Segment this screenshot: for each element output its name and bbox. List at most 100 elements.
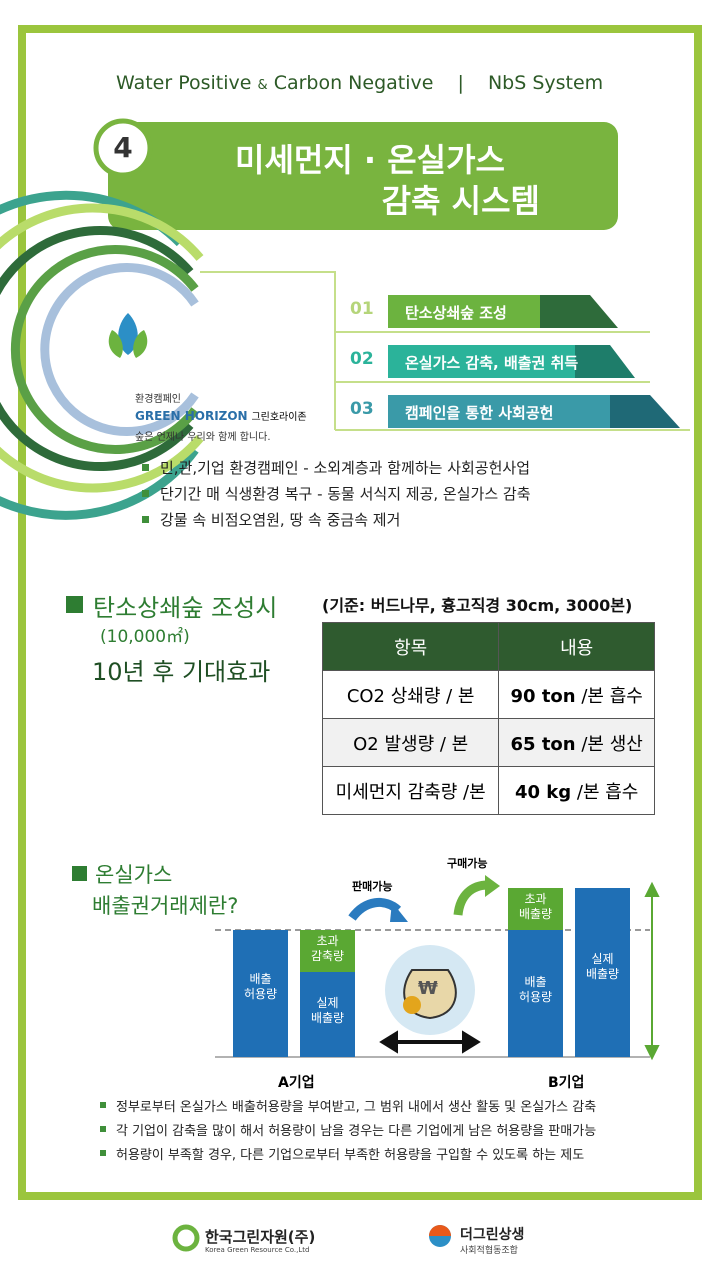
bullet-text: 허용량이 부족할 경우, 다른 기업으로부터 부족한 허용량을 구입할 수 있도… xyxy=(116,1148,585,1163)
step-text: 온실가스 감축, 배출권 취득 xyxy=(405,354,579,372)
cell: 90 ton /본 흡수 xyxy=(498,670,655,719)
row: O2 발생량 / 본 65 ton /본 생산 xyxy=(321,718,655,767)
cell: O2 발생량 / 본 xyxy=(321,718,500,767)
subtitle: 10년 후 기대효과 xyxy=(92,658,271,686)
section-title: 탄소상쇄숲 조성시 xyxy=(93,594,278,622)
step-num: 02 xyxy=(350,349,374,369)
buy-label: 구매가능 xyxy=(447,857,488,870)
header-amp: & xyxy=(257,78,268,93)
unit: /본 흡수 xyxy=(581,685,643,707)
bar xyxy=(575,888,630,1057)
currency: ₩ xyxy=(418,978,438,999)
step-text: 탄소상쇄숲 조성 xyxy=(405,304,507,322)
amount: 90 ton xyxy=(510,685,576,707)
bullet-text: 민,관,기업 환경캠페인 - 소외계층과 함께하는 사회공헌사업 xyxy=(160,459,530,477)
campaign-label: 환경캠페인 xyxy=(135,394,181,405)
section-title: 온실가스 xyxy=(95,863,173,887)
sell-label: 판매가능 xyxy=(352,880,393,893)
amount: 40 kg xyxy=(514,781,572,803)
bullet xyxy=(100,1102,106,1108)
step-bar xyxy=(388,395,628,428)
bar xyxy=(508,930,563,1057)
step-text: 캠페인을 통한 사회공헌 xyxy=(405,404,554,422)
cell: 65 ton /본 생산 xyxy=(498,718,655,767)
header-cell: 내용 xyxy=(498,622,655,671)
campaign-brand: GREEN HORIZON 그린호라이존 xyxy=(135,408,307,423)
row: CO2 상쇄량 / 본 90 ton /본 흡수 xyxy=(321,670,655,719)
header-separator: | xyxy=(457,72,464,94)
range-arrow xyxy=(644,881,660,1061)
bullet-text: 각 기업이 감축을 많이 해서 허용량이 남을 경우는 다른 기업에게 남은 허… xyxy=(116,1124,597,1139)
footer-org-en: Korea Green Resource Co.,Ltd xyxy=(205,1246,310,1254)
bar-label: 초과 감축량 xyxy=(310,934,345,963)
sell-arrow-head xyxy=(390,902,408,922)
bullet-text: 단기간 매 식생환경 복구 - 동물 서식지 제공, 온실가스 감축 xyxy=(160,485,531,503)
footer-org-sub: 사회적협동조합 xyxy=(460,1246,518,1256)
badge-number: 4 xyxy=(113,131,133,164)
step-num: 03 xyxy=(350,399,374,419)
section-marker xyxy=(66,596,83,613)
badge xyxy=(93,118,153,178)
step-tip xyxy=(540,295,618,328)
bullet xyxy=(100,1150,106,1156)
bar-label: 배출 허용량 xyxy=(518,975,553,1004)
bar xyxy=(233,930,288,1057)
section-title: 배출권거래제란? xyxy=(92,894,239,918)
header-text: Water Positive xyxy=(116,72,252,94)
header-row: 항목 내용 xyxy=(321,622,655,671)
header-cell: 항목 xyxy=(321,622,500,671)
footer-org: 더그린상생 xyxy=(460,1227,525,1243)
arcs xyxy=(0,190,204,520)
step-tip xyxy=(575,345,635,378)
bar-label: 실제 배출량 xyxy=(585,952,620,981)
bullet xyxy=(142,464,149,471)
coin xyxy=(403,996,421,1014)
area: (10,000㎡) xyxy=(100,627,190,647)
title-banner xyxy=(108,122,618,230)
exchange-arrow xyxy=(379,1030,481,1054)
title: 미세먼지 · 온실가스 xyxy=(235,141,505,179)
brand: GREEN HORIZON xyxy=(135,409,248,423)
footer-logo xyxy=(172,1224,451,1252)
cell: 미세먼지 감축량 /본 xyxy=(321,766,500,815)
bar xyxy=(508,888,563,930)
step-num: 01 xyxy=(350,299,374,319)
bullet xyxy=(100,1126,106,1132)
row: 미세먼지 감축량 /본 40 kg /본 흡수 xyxy=(321,766,655,815)
buy-arrow xyxy=(453,880,489,916)
bar-label: 초과 배출량 xyxy=(518,892,553,921)
bar-label: 배출 허용량 xyxy=(243,972,278,1001)
basis: (기준: 버드나무, 흉고직경 30cm, 3000본) xyxy=(322,596,633,615)
company-label: B기업 xyxy=(548,1075,585,1091)
bullet-text: 정부로부터 온실가스 배출허용량을 부여받고, 그 범위 내에서 생산 활동 및… xyxy=(116,1100,597,1115)
unit: /본 생산 xyxy=(581,733,643,755)
connectors xyxy=(200,271,690,431)
header-text: NbS System xyxy=(487,72,604,94)
bar-label: 실제 배출량 xyxy=(310,996,345,1025)
step-tip xyxy=(610,395,680,428)
step-bar xyxy=(388,345,588,378)
amount: 65 ton xyxy=(510,733,576,755)
buy-arrow-head xyxy=(485,875,500,897)
logo xyxy=(108,313,148,358)
section-marker xyxy=(72,866,87,881)
bullet xyxy=(142,490,149,497)
footer-org: 한국그린자원(주) xyxy=(205,1228,316,1246)
title: 감축 시스템 xyxy=(381,182,540,220)
bullet xyxy=(142,516,149,523)
unit: /본 흡수 xyxy=(576,781,639,803)
frame xyxy=(18,25,702,1200)
cell: 40 kg /본 흡수 xyxy=(498,766,655,815)
company-label: A기업 xyxy=(278,1075,315,1091)
bar xyxy=(300,930,355,972)
bar xyxy=(300,972,355,1057)
header: Water Positive & Carbon Negative | NbS S… xyxy=(116,72,603,94)
slogan: 숲은 언제나 우리와 함께 합니다. xyxy=(135,432,271,443)
header-text: Carbon Negative xyxy=(273,72,434,94)
cell: CO2 상쇄량 / 본 xyxy=(321,670,500,719)
bullet-text: 강물 속 비점오염원, 땅 속 중금속 제거 xyxy=(160,511,401,529)
brand-ko: 그린호라이존 xyxy=(251,412,307,423)
